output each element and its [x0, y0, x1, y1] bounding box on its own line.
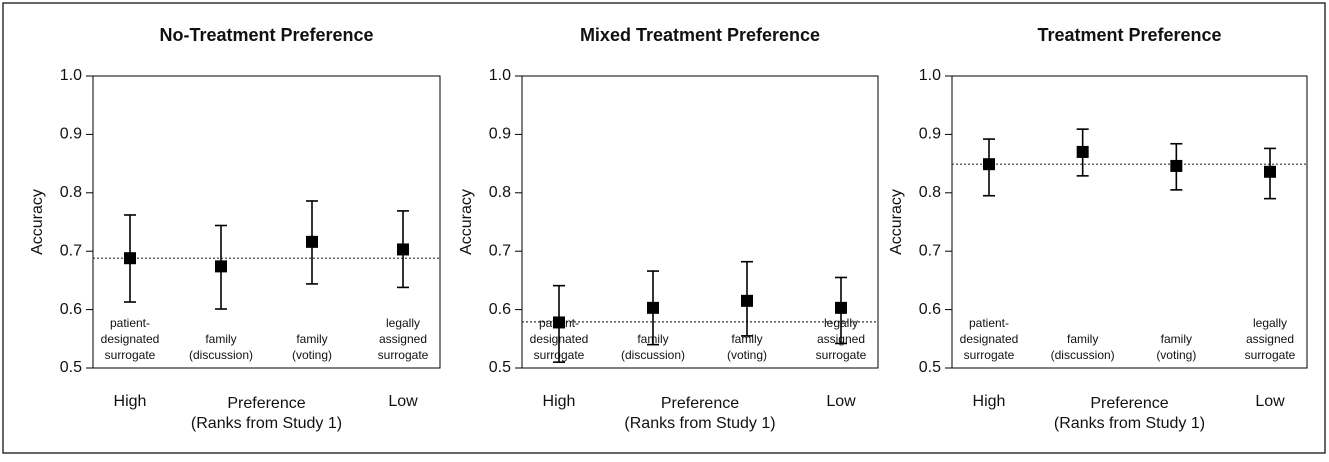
- y-tick-label: 0.6: [60, 301, 82, 318]
- category-label-line: legally: [386, 316, 420, 330]
- category-label: family (voting): [292, 332, 332, 362]
- category-label: legally assigned surrogate: [378, 316, 429, 362]
- x-axis-sublabel: (Ranks from Study 1): [191, 415, 342, 432]
- x-axis-sublabel: (Ranks from Study 1): [1054, 415, 1205, 432]
- plot-frame: [92, 75, 441, 369]
- y-tick-label: 0.9: [60, 126, 82, 143]
- y-tick-label: 0.9: [489, 126, 511, 143]
- category-label-line: (discussion): [189, 348, 253, 362]
- category-label-line: surrogate: [964, 348, 1015, 362]
- category-label-line: patient-: [969, 316, 1009, 330]
- x-axis-sublabel: (Ranks from Study 1): [624, 415, 775, 432]
- category-label-line: (discussion): [621, 348, 685, 362]
- mean-marker: [306, 235, 318, 248]
- category-label: patient-designated surrogate: [101, 316, 160, 362]
- x-end-label-high: High: [114, 393, 147, 410]
- category-label-line: family: [731, 332, 762, 346]
- category-label-line: (discussion): [1051, 348, 1115, 362]
- category-label: family (voting): [1156, 332, 1196, 362]
- category-label: family (voting): [727, 332, 767, 362]
- category-label-line: surrogate: [378, 348, 429, 362]
- mean-marker: [983, 158, 995, 171]
- x-axis-label: Preference: [661, 395, 739, 412]
- mean-marker: [1264, 165, 1276, 178]
- category-label-line: surrogate: [1245, 348, 1296, 362]
- category-label: family (discussion): [1051, 332, 1115, 362]
- y-tick-label: 1.0: [489, 67, 511, 84]
- y-tick-label: 1.0: [60, 67, 82, 84]
- category-label: family (discussion): [189, 332, 253, 362]
- category-label-line: surrogate: [816, 348, 867, 362]
- y-tick-label: 0.5: [489, 359, 511, 376]
- category-label-line: legally: [1253, 316, 1287, 330]
- y-tick-label: 0.7: [919, 242, 941, 259]
- y-axis-label: Accuracy: [888, 189, 905, 255]
- x-end-label-high: High: [973, 393, 1006, 410]
- plot-frame: [951, 75, 1308, 369]
- mean-marker: [397, 243, 409, 256]
- category-label-line: surrogate: [105, 348, 156, 362]
- x-axis-label: Preference: [227, 395, 305, 412]
- mean-marker: [835, 301, 847, 314]
- category-label-line: designated: [960, 332, 1019, 346]
- y-tick-label: 0.7: [60, 242, 82, 259]
- y-tick-label: 0.7: [489, 242, 511, 259]
- y-tick-label: 1.0: [919, 67, 941, 84]
- plot-frame: [521, 75, 879, 369]
- category-label-line: assigned: [379, 332, 427, 346]
- panel-title: Mixed Treatment Preference: [580, 25, 820, 45]
- category-label-line: family: [1161, 332, 1192, 346]
- y-tick-label: 0.6: [489, 301, 511, 318]
- figure-border: [2, 2, 1326, 454]
- y-tick-label: 0.5: [919, 359, 941, 376]
- mean-marker: [124, 252, 136, 265]
- mean-marker: [1076, 145, 1089, 158]
- mean-marker: [741, 294, 753, 307]
- y-axis-label: Accuracy: [458, 189, 475, 255]
- mean-marker: [215, 260, 227, 273]
- category-label-line: assigned: [1246, 332, 1294, 346]
- x-end-label-low: Low: [1255, 393, 1285, 410]
- category-label-line: (voting): [727, 348, 767, 362]
- y-tick-label: 0.9: [919, 126, 941, 143]
- mean-marker: [647, 301, 659, 314]
- x-axis-label: Preference: [1090, 395, 1168, 412]
- y-tick-label: 0.6: [919, 301, 941, 318]
- y-tick-label: 0.8: [60, 184, 82, 201]
- panel-title: Treatment Preference: [1037, 25, 1221, 45]
- category-label-line: family: [1067, 332, 1098, 346]
- category-label: legally assigned surrogate: [1245, 316, 1296, 362]
- panel-title: No-Treatment Preference: [159, 25, 373, 45]
- y-tick-label: 0.8: [919, 184, 941, 201]
- x-end-label-high: High: [543, 393, 576, 410]
- category-label: patient-designated surrogate: [960, 316, 1019, 362]
- category-label-line: family: [205, 332, 236, 346]
- y-tick-label: 0.5: [60, 359, 82, 376]
- mean-marker: [1170, 159, 1183, 172]
- category-label-line: designated: [101, 332, 160, 346]
- category-label-line: patient-: [110, 316, 150, 330]
- category-label-line: (voting): [292, 348, 332, 362]
- mean-marker: [553, 316, 565, 329]
- category-label-line: family: [296, 332, 327, 346]
- category-label-line: (voting): [1156, 348, 1196, 362]
- x-end-label-low: Low: [826, 393, 856, 410]
- x-end-label-low: Low: [388, 393, 418, 410]
- y-axis-label: Accuracy: [29, 189, 46, 255]
- y-tick-label: 0.8: [489, 184, 511, 201]
